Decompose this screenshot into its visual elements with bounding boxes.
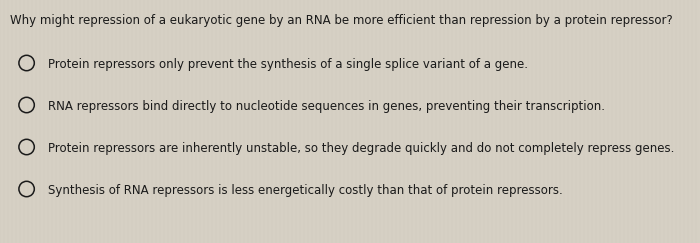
Text: Protein repressors are inherently unstable, so they degrade quickly and do not c: Protein repressors are inherently unstab…: [48, 142, 674, 155]
Text: Protein repressors only prevent the synthesis of a single splice variant of a ge: Protein repressors only prevent the synt…: [48, 58, 528, 71]
Text: Synthesis of RNA repressors is less energetically costly than that of protein re: Synthesis of RNA repressors is less ener…: [48, 184, 562, 197]
Text: Why might repression of a eukaryotic gene by an RNA be more efficient than repre: Why might repression of a eukaryotic gen…: [10, 14, 673, 27]
Text: RNA repressors bind directly to nucleotide sequences in genes, preventing their : RNA repressors bind directly to nucleoti…: [48, 100, 605, 113]
